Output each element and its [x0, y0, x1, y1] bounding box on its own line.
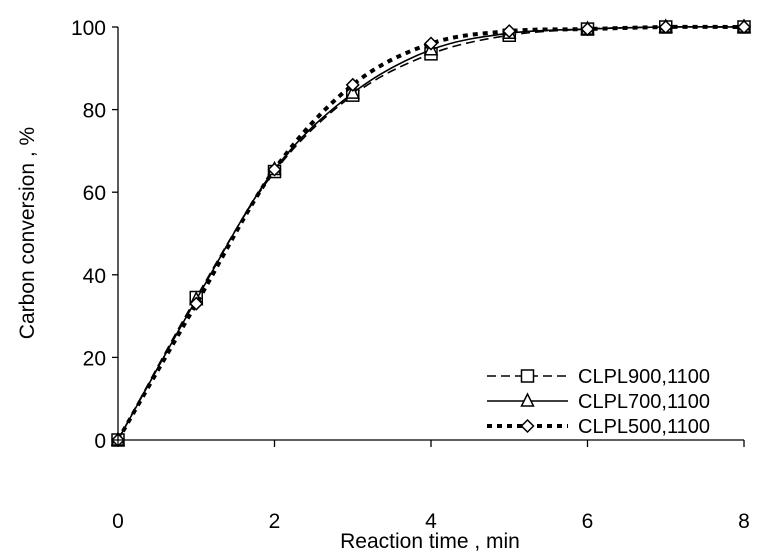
y-axis-title: Carbon conversion , %	[16, 127, 39, 339]
data-point	[423, 36, 439, 51]
legend-label: CLPL700,1100	[578, 391, 710, 413]
legend-label: CLPL900,1100	[578, 366, 710, 388]
data-point	[658, 19, 673, 35]
x-tick-label: 6	[582, 510, 594, 533]
x-tick-label: 0	[112, 510, 124, 533]
x-tick-label: 8	[738, 510, 750, 533]
x-axis-title: Reaction time , min	[340, 530, 520, 553]
data-point	[189, 296, 204, 311]
plot-lines	[110, 18, 752, 448]
y-tick-label: 80	[83, 100, 106, 123]
y-tick-label: 40	[83, 265, 106, 288]
series-3	[110, 19, 752, 448]
x-tick-label: 4	[425, 510, 437, 533]
data-point	[580, 22, 595, 37]
y-tick-label: 20	[83, 347, 106, 370]
ticks: 0 20 40 60 80 100 0 2 4 6 8	[71, 17, 750, 533]
legend-marker	[520, 418, 535, 434]
legend-entry: CLPL700,1100	[487, 391, 710, 413]
series-line	[116, 24, 745, 441]
legend-label: CLPL500,1100	[578, 416, 710, 438]
y-tick-label: 60	[83, 182, 106, 205]
data-point	[345, 77, 360, 92]
y-tick-label: 0	[94, 430, 106, 453]
legend-entry: CLPL900,1100	[487, 366, 710, 388]
data-point	[267, 162, 282, 177]
data-point	[736, 19, 752, 35]
legend: CLPL900,1100 CLPL700,1100 CLPL500,1100	[487, 366, 710, 438]
legend-marker	[520, 369, 535, 383]
data-point	[345, 84, 360, 99]
y-tick-label: 100	[71, 17, 106, 40]
legend-marker	[520, 392, 535, 407]
x-tick-label: 2	[269, 510, 281, 533]
legend-entry: CLPL500,1100	[487, 416, 710, 438]
data-point	[502, 24, 517, 39]
